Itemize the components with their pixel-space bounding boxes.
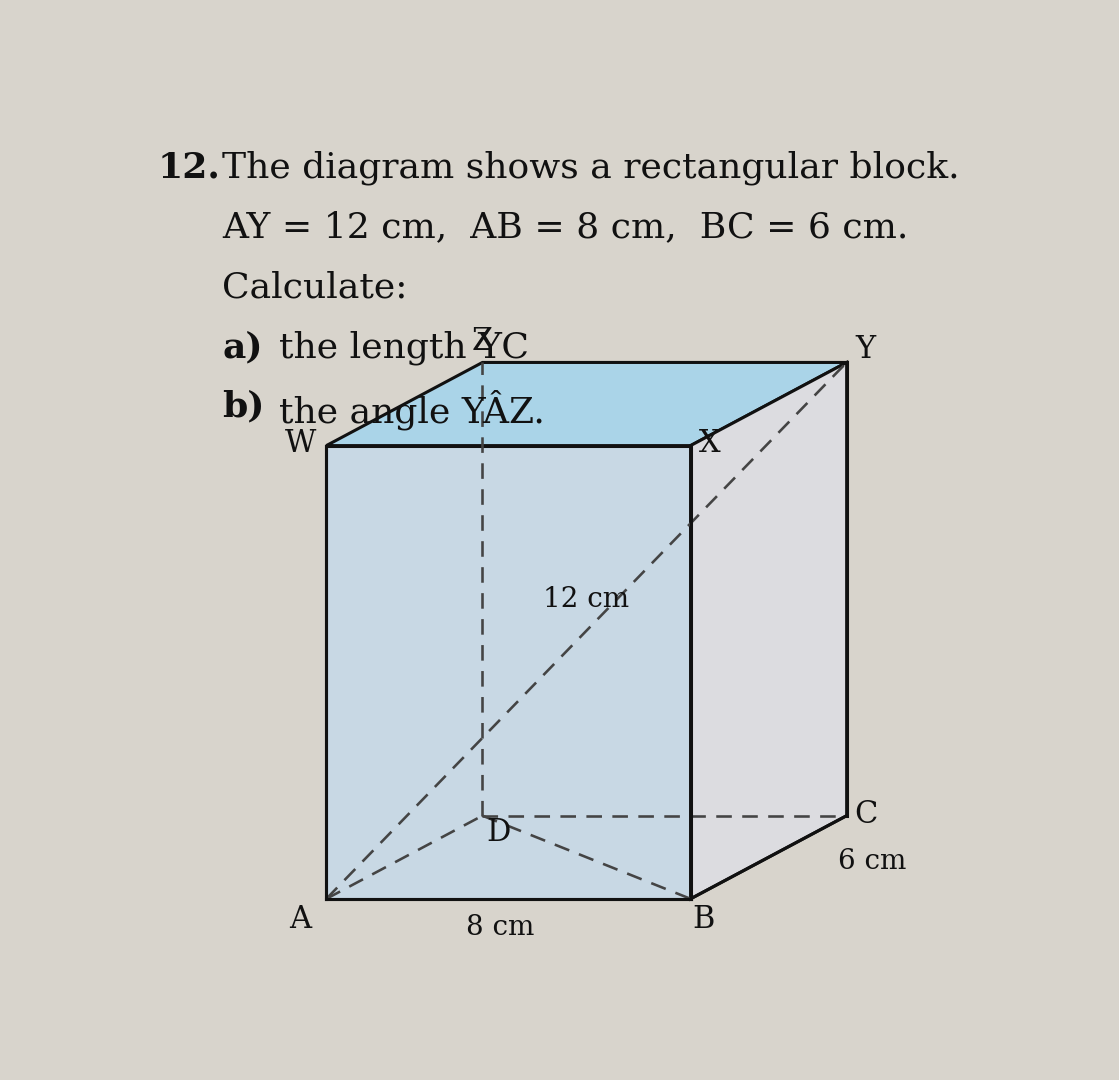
Polygon shape <box>327 446 690 899</box>
Text: 6 cm: 6 cm <box>838 848 906 875</box>
Text: 8 cm: 8 cm <box>466 915 534 942</box>
Text: a): a) <box>223 330 263 364</box>
Text: B: B <box>693 904 715 935</box>
Text: AY = 12 cm,  AB = 8 cm,  BC = 6 cm.: AY = 12 cm, AB = 8 cm, BC = 6 cm. <box>223 211 909 244</box>
Polygon shape <box>690 363 847 899</box>
Text: X: X <box>699 428 721 459</box>
Text: Z: Z <box>472 326 493 357</box>
Polygon shape <box>327 363 847 446</box>
Text: 12.: 12. <box>157 150 220 185</box>
Text: b): b) <box>223 390 265 423</box>
Text: the angle YÂZ.: the angle YÂZ. <box>279 390 545 431</box>
Text: 12 cm: 12 cm <box>544 586 630 613</box>
Text: The diagram shows a rectangular block.: The diagram shows a rectangular block. <box>223 150 960 185</box>
Text: D: D <box>486 816 510 848</box>
Text: Calculate:: Calculate: <box>223 270 407 305</box>
Text: C: C <box>854 798 877 829</box>
Text: W: W <box>284 428 316 459</box>
Text: Y: Y <box>856 335 876 365</box>
Text: A: A <box>289 904 311 935</box>
Text: the length YC: the length YC <box>279 330 528 365</box>
